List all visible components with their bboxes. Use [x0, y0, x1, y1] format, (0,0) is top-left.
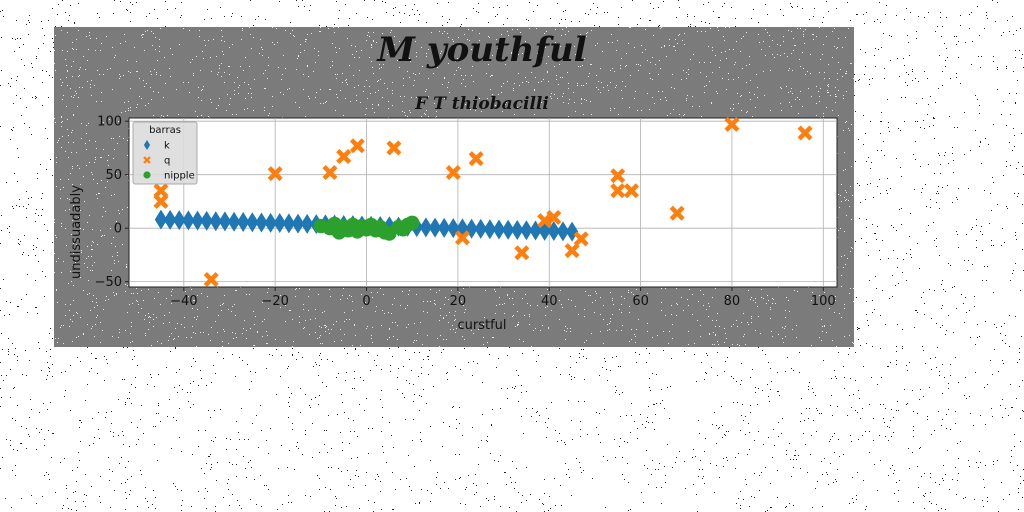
point-k	[492, 219, 506, 240]
x-tick-label: −20	[261, 294, 288, 309]
legend-label-k: k	[164, 141, 170, 152]
point-k	[173, 210, 186, 231]
x-tick-label: 100	[811, 294, 836, 309]
point-k	[209, 211, 222, 232]
y-tick-label: 100	[97, 115, 122, 130]
legend-title: barras	[149, 125, 181, 136]
point-q	[537, 213, 553, 229]
point-k	[154, 209, 168, 230]
y-axis-ticks: −50 0 50 100	[95, 115, 129, 290]
point-k	[246, 212, 259, 233]
legend-marker-q	[143, 156, 151, 164]
point-k	[419, 217, 433, 238]
point-q	[153, 193, 169, 209]
plot-area	[128, 117, 838, 288]
x-tick-label: 20	[450, 294, 467, 309]
point-k	[200, 210, 213, 231]
chart-title: M youthful	[376, 30, 586, 70]
point-k	[520, 220, 533, 241]
y-tick-label: 50	[105, 168, 122, 183]
point-q	[514, 245, 530, 261]
point-q	[797, 125, 813, 141]
point-k	[565, 221, 579, 242]
point-k	[428, 217, 442, 238]
point-q	[669, 205, 685, 221]
point-k	[218, 211, 232, 232]
legend: barras kq nipple	[132, 121, 198, 185]
point-q	[267, 166, 283, 182]
x-axis-label: curstful	[457, 318, 506, 333]
point-k	[182, 210, 195, 231]
point-q	[322, 165, 338, 181]
point-q	[386, 140, 402, 156]
legend-box	[132, 121, 198, 185]
point-k	[501, 219, 515, 240]
y-tick-label: −50	[95, 275, 122, 290]
x-tick-label: 0	[362, 294, 370, 309]
point-k	[273, 213, 286, 234]
series-nipple	[313, 215, 420, 241]
point-q	[573, 231, 589, 247]
point-k	[236, 211, 250, 232]
point-k	[437, 217, 451, 238]
x-tick-label: 80	[724, 294, 741, 309]
legend-label-nipple: nipple	[164, 171, 195, 182]
point-q	[336, 149, 352, 165]
point-q	[724, 116, 740, 132]
point-q	[623, 183, 639, 199]
point-q	[445, 165, 461, 181]
chart-subtitle: F T thiobacilli	[414, 94, 549, 114]
point-k	[483, 219, 497, 240]
point-q	[564, 243, 580, 259]
point-q	[468, 151, 484, 167]
point-q	[546, 209, 562, 225]
point-k	[291, 213, 305, 234]
legend-items: kq nipple	[143, 140, 195, 182]
x-axis-ticks: −40 −20 0 20 40 60 80 100	[170, 287, 836, 309]
point-q	[454, 230, 470, 246]
legend-marker-nipple	[143, 171, 151, 179]
point-q	[349, 138, 365, 154]
x-tick-label: 40	[541, 294, 558, 309]
point-nipple	[405, 215, 420, 231]
point-k	[474, 218, 487, 239]
y-axis-label: undissuadably	[69, 185, 84, 279]
point-q	[610, 183, 626, 199]
scatter-chart: M youthful F T thiobacilli −40 −20 0 20 40 60…	[54, 27, 854, 347]
legend-label-q: q	[164, 156, 170, 167]
point-k	[282, 213, 296, 234]
y-tick-label: 0	[114, 222, 122, 237]
point-k	[300, 213, 314, 234]
point-k	[163, 209, 177, 230]
series-q	[153, 116, 813, 288]
data-markers	[153, 116, 813, 288]
point-k	[191, 210, 204, 231]
point-k	[264, 212, 277, 233]
point-q	[203, 272, 219, 288]
point-k	[227, 211, 241, 232]
x-tick-label: −40	[170, 294, 197, 309]
x-tick-label: 60	[632, 294, 649, 309]
figure-panel: M youthful F T thiobacilli −40 −20 0 20 40 60…	[54, 27, 854, 347]
legend-marker-k	[143, 140, 151, 150]
point-q	[610, 168, 626, 184]
